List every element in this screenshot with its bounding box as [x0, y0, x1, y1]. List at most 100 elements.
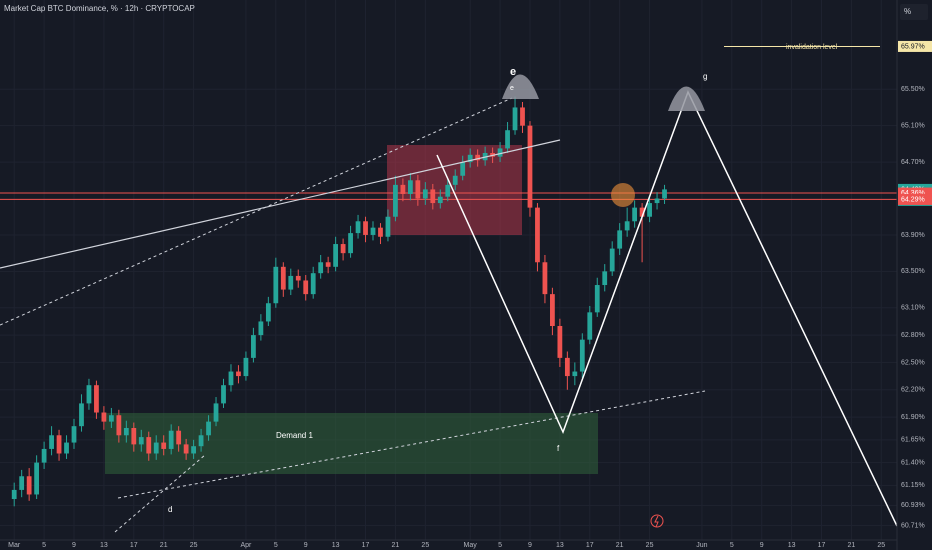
- x-tick-label: 5: [274, 542, 278, 549]
- candle-body: [213, 403, 219, 422]
- candle-body: [19, 476, 25, 490]
- candle-body: [497, 148, 503, 157]
- x-tick-label: 9: [528, 542, 532, 549]
- candle-body: [116, 415, 122, 436]
- y-tick-label: 65.10%: [901, 123, 925, 130]
- candle-body: [288, 275, 294, 290]
- x-tick-label: 17: [130, 542, 138, 549]
- candle-body: [370, 227, 376, 235]
- candle-body: [221, 385, 226, 404]
- candle-body: [363, 221, 368, 235]
- candle-body: [176, 430, 182, 445]
- candle-body: [594, 285, 600, 313]
- price-tag: [898, 40, 932, 52]
- candle-body: [333, 244, 339, 267]
- x-tick-label: 13: [788, 542, 796, 549]
- candle-body: [64, 442, 69, 454]
- projection-path: [436, 90, 898, 527]
- candle-body: [131, 427, 137, 445]
- y-tick-label: 63.10%: [901, 305, 925, 312]
- candle-body: [535, 207, 540, 263]
- candle-body: [280, 266, 286, 290]
- trend-line: [114, 454, 206, 533]
- candle-body: [325, 262, 331, 267]
- x-tick-label: 21: [160, 542, 168, 549]
- wave-label: d: [168, 505, 172, 514]
- candle-body: [236, 371, 241, 377]
- wave-label: e: [510, 85, 514, 92]
- candle-body: [632, 207, 638, 222]
- x-tick-label: 13: [556, 542, 564, 549]
- candle-body: [49, 435, 54, 449]
- scale-button[interactable]: [900, 4, 928, 20]
- candle-body: [86, 385, 92, 404]
- candle-body: [520, 107, 525, 126]
- scale-button-label[interactable]: %: [904, 7, 911, 16]
- candle-body: [564, 357, 570, 377]
- candle-body: [153, 442, 159, 454]
- candle-body: [393, 184, 398, 217]
- candle-body: [34, 462, 40, 495]
- y-tick-label: 61.15%: [901, 482, 925, 489]
- candle-body: [557, 326, 563, 358]
- candle-body: [41, 448, 47, 463]
- x-tick-label: Apr: [240, 542, 252, 549]
- price-tag-label: 64.29%: [901, 196, 925, 203]
- x-tick-label: 5: [730, 542, 734, 549]
- y-tick-label: 64.70%: [901, 159, 925, 166]
- y-tick-label: 61.90%: [901, 414, 925, 421]
- alert-icon: [650, 514, 664, 528]
- candle-body: [624, 221, 630, 231]
- candle-body: [430, 189, 436, 204]
- peak-dome: [502, 74, 539, 99]
- x-tick-label: 13: [332, 542, 340, 549]
- candle-body: [512, 107, 518, 131]
- candle-body: [422, 189, 428, 199]
- candle-body: [243, 357, 249, 377]
- candle-body: [617, 230, 623, 249]
- candle-body: [527, 125, 533, 208]
- candle-body: [258, 321, 264, 336]
- x-tick-label: May: [464, 542, 478, 549]
- price-tag-label: 65.97%: [901, 43, 925, 50]
- candle-body: [273, 266, 279, 304]
- x-tick-label: 5: [42, 542, 46, 549]
- candle-body: [71, 426, 77, 443]
- candle-body: [415, 180, 421, 199]
- candle-body: [26, 476, 32, 495]
- x-tick-label: 21: [616, 542, 624, 549]
- y-tick-label: 65.50%: [901, 86, 925, 93]
- candle-body: [146, 437, 152, 454]
- highlight-circle: [611, 183, 635, 207]
- level-label: invalidation level: [786, 44, 838, 51]
- y-tick-label: 60.71%: [901, 522, 925, 529]
- candle-body: [609, 248, 615, 272]
- candle-body: [168, 430, 174, 449]
- candle-body: [385, 216, 391, 237]
- peak-dome: [668, 86, 705, 111]
- candle-body: [602, 271, 608, 286]
- candle-body: [505, 130, 510, 149]
- candle-body: [348, 233, 353, 254]
- candle-body: [161, 442, 167, 449]
- y-tick-label: 62.80%: [901, 332, 925, 339]
- candle-body: [183, 444, 189, 454]
- alert-icon: [654, 515, 659, 528]
- candle-body: [579, 339, 585, 372]
- candle-body: [475, 154, 481, 161]
- candle-body: [542, 262, 548, 295]
- candle-body: [587, 312, 593, 340]
- candle-body: [550, 294, 555, 327]
- x-tick-label: 21: [848, 542, 856, 549]
- candle-body: [206, 421, 211, 436]
- wave-label: f: [557, 444, 560, 453]
- y-tick-label: 63.50%: [901, 268, 925, 275]
- zone-label: Demand 1: [276, 431, 313, 440]
- candle-body: [295, 275, 301, 281]
- price-tag-label: 64.36%: [901, 190, 925, 197]
- x-tick-label: 25: [190, 542, 198, 549]
- y-tick-label: 63.90%: [901, 232, 925, 239]
- candle-body: [101, 412, 107, 422]
